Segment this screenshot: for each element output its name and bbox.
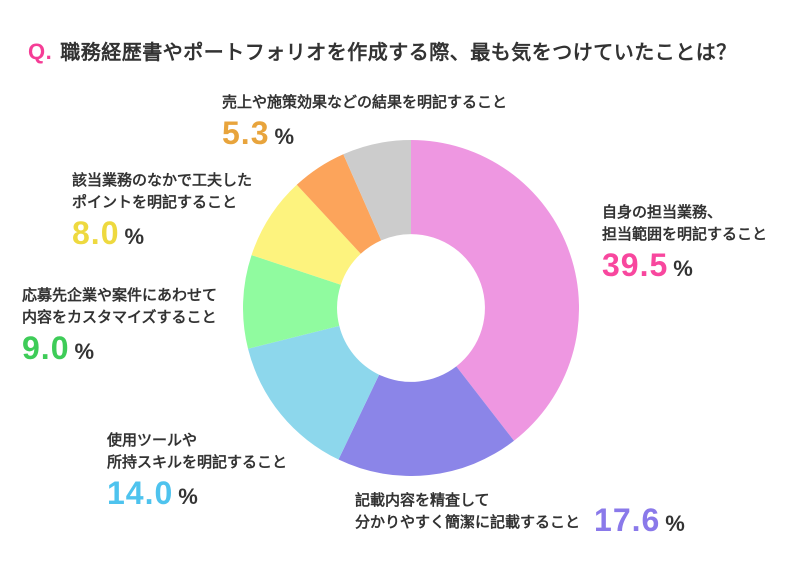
donut-segment (411, 140, 580, 441)
callout-label-line: 記載内容を精査して (355, 492, 490, 509)
percent-sign: % (274, 124, 295, 149)
callout-value: 9.0 (22, 330, 70, 366)
callout-label-line: 所持スキルを明記すること (107, 454, 288, 471)
page-title: Q. 職務経歴書やポートフォリオを作成する際、最も気をつけていたことは？ (28, 36, 737, 65)
percent-sign: % (124, 224, 145, 249)
donut-segment (248, 325, 380, 460)
callout-label-line: 分かりやすく簡潔に記載すること (355, 514, 581, 531)
callout-sales-results: 売上や施策効果などの結果を明記すること 5.3% (222, 92, 507, 151)
percent-sign: % (74, 339, 95, 364)
percent-sign: % (665, 511, 685, 536)
callout-value: 8.0 (72, 215, 120, 251)
callout-label-line: ポイントを明記すること (72, 194, 238, 211)
callout-value: 5.3 (222, 115, 270, 151)
question-prefix: Q. (28, 39, 53, 64)
callout-concise-description: 記載内容を精査して 分かりやすく簡潔に記載すること 17.6% (355, 490, 685, 538)
donut-segment (338, 366, 514, 477)
callout-label-line: 応募先企業や案件にあわせて (22, 287, 218, 304)
callout-label-line: 使用ツールや (107, 432, 198, 449)
callout-value: 17.6 (594, 502, 661, 538)
callout-label-line: 内容をカスタマイズすること (22, 309, 217, 326)
callout-value: 14.0 (107, 475, 174, 511)
callout-label-line: 担当範囲を明記すること (602, 226, 768, 243)
callout-tools-skills: 使用ツールや 所持スキルを明記すること 14.0% (107, 430, 287, 511)
donut-chart-container (242, 140, 580, 477)
donut-segment (343, 140, 411, 241)
percent-sign: % (178, 484, 198, 509)
donut-segment (296, 154, 382, 254)
donut-segment (242, 255, 341, 349)
callout-value: 39.5 (602, 247, 669, 283)
callout-customize-content: 応募先企業や案件にあわせて 内容をカスタマイズすること 9.0% (22, 285, 217, 366)
question-text: 職務経歴書やポートフォリオを作成する際、最も気をつけていたことは？ (60, 42, 737, 64)
callout-devised-points: 該当業務のなかで工夫した ポイントを明記すること 8.0% (72, 170, 252, 251)
callout-label-line: 該当業務のなかで工夫した (72, 172, 253, 189)
callout-own-duties: 自身の担当業務、 担当範囲を明記すること 39.5% (602, 202, 767, 283)
callout-label-line: 売上や施策効果などの結果を明記すること (222, 94, 508, 111)
donut-segment (251, 184, 361, 285)
donut-chart (242, 140, 580, 477)
callout-label-line: 自身の担当業務、 (602, 204, 723, 221)
percent-sign: % (673, 256, 693, 281)
